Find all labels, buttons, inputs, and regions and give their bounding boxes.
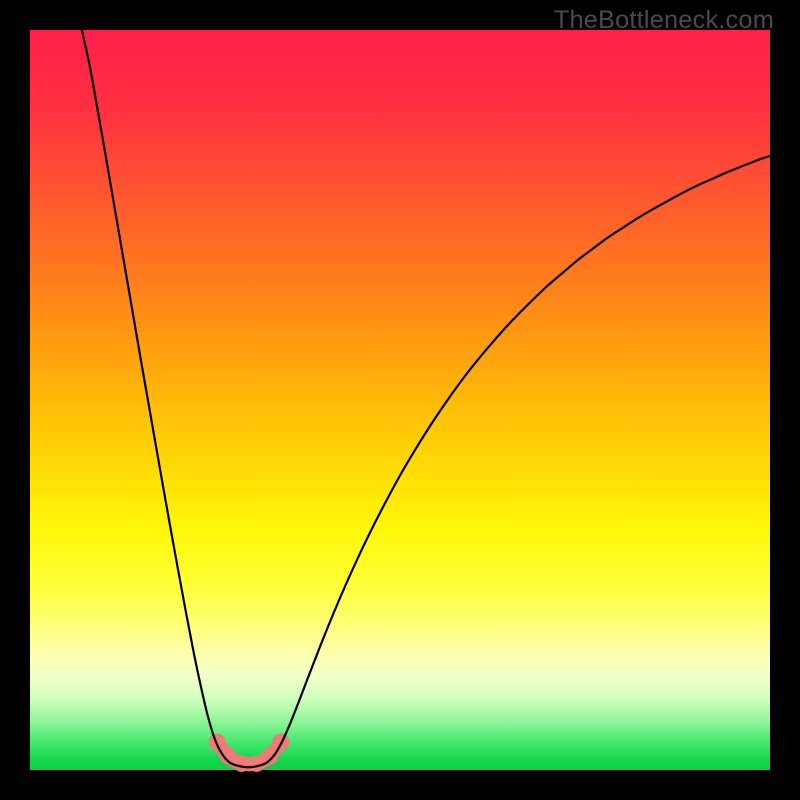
figure-root: TheBottleneck.com	[0, 0, 800, 800]
watermark-text: TheBottleneck.com	[554, 6, 774, 35]
plot-svg	[0, 0, 800, 800]
plot-background	[30, 30, 770, 770]
marker-dot	[234, 756, 249, 771]
